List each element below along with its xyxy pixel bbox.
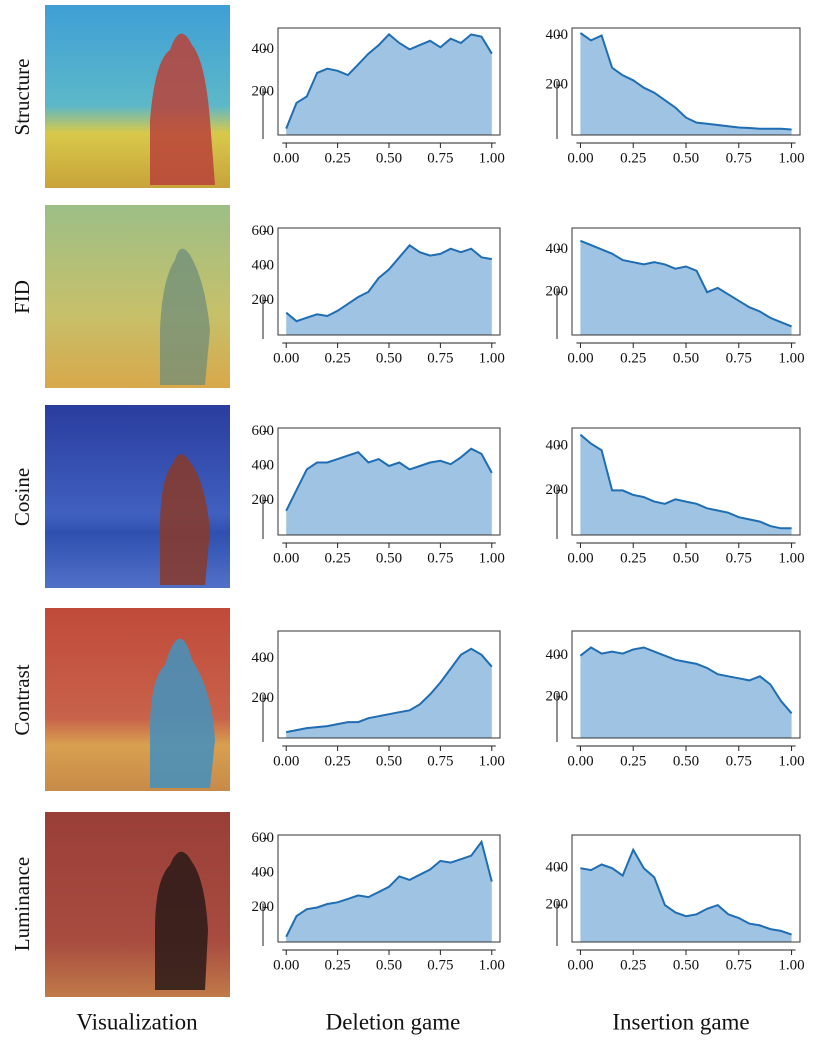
x-tick-label: 0.25 [324,150,350,166]
x-tick-label: 1.00 [778,753,804,769]
x-tick-label: 1.00 [479,150,505,166]
column-label: Insertion game [612,1009,749,1034]
area [580,435,791,535]
y-tick-label: 400 [546,241,569,257]
figure: Visualization Deletion game Insertion ga… [0,0,814,1040]
x-tick-label: 0.50 [376,350,402,366]
area [286,649,492,738]
y-tick-label: 400 [252,650,275,666]
x-tick-label: 0.00 [567,957,593,973]
x-tick-label: 0.75 [427,150,453,166]
row-label: Contrast [10,664,34,735]
x-tick-label: 0.00 [567,550,593,566]
x-tick-label: 0.25 [324,957,350,973]
x-tick-label: 0.00 [567,753,593,769]
x-tick-label: 0.50 [376,957,402,973]
y-tick-label: 600 [252,830,275,846]
y-tick-label: 400 [546,437,569,453]
area [286,245,492,335]
x-tick-label: 0.50 [673,350,699,366]
x-tick-label: 0.00 [273,550,299,566]
x-tick-label: 1.00 [778,550,804,566]
x-tick-label: 0.75 [726,550,752,566]
x-tick-label: 0.50 [673,957,699,973]
y-tick-label: 400 [546,27,569,43]
column-label: Deletion game [326,1009,461,1034]
x-tick-label: 0.50 [673,550,699,566]
area [580,241,791,335]
x-tick-label: 0.50 [673,150,699,166]
row-label: Cosine [10,468,34,526]
x-tick-label: 1.00 [479,753,505,769]
x-tick-label: 0.75 [427,753,453,769]
y-tick-label: 400 [546,860,569,876]
x-tick-label: 0.00 [273,957,299,973]
x-tick-label: 0.25 [620,350,646,366]
row-label: Structure [10,59,34,136]
x-tick-label: 1.00 [778,957,804,973]
area [580,850,791,942]
x-tick-label: 0.75 [726,150,752,166]
x-tick-label: 0.75 [427,957,453,973]
x-tick-label: 1.00 [479,550,505,566]
x-tick-label: 0.50 [376,550,402,566]
x-tick-label: 0.25 [324,753,350,769]
x-tick-label: 0.25 [324,350,350,366]
area [580,33,791,135]
y-tick-label: 400 [546,647,569,663]
x-tick-label: 0.00 [567,150,593,166]
y-tick-label: 400 [252,257,275,273]
row-label: FID [10,280,34,314]
x-tick-label: 0.75 [427,350,453,366]
x-tick-label: 0.00 [273,753,299,769]
x-tick-label: 0.25 [620,150,646,166]
y-tick-label: 600 [252,223,275,239]
y-tick-label: 600 [252,423,275,439]
x-tick-label: 0.50 [376,753,402,769]
x-tick-label: 0.00 [273,150,299,166]
x-tick-label: 0.50 [673,753,699,769]
x-tick-label: 1.00 [479,957,505,973]
x-tick-label: 0.75 [726,957,752,973]
x-tick-label: 0.75 [427,550,453,566]
y-tick-label: 400 [252,41,275,57]
x-tick-label: 0.25 [324,550,350,566]
heatmap-images [45,5,230,997]
x-tick-label: 0.75 [726,753,752,769]
x-tick-label: 1.00 [479,350,505,366]
column-label: Visualization [76,1009,198,1034]
x-tick-label: 0.00 [273,350,299,366]
area [286,34,492,135]
x-tick-label: 0.75 [726,350,752,366]
x-tick-label: 1.00 [778,350,804,366]
x-tick-label: 0.25 [620,957,646,973]
y-tick-label: 400 [252,457,275,473]
x-tick-label: 0.25 [620,550,646,566]
y-tick-label: 400 [252,864,275,880]
row-label: Luminance [10,857,34,951]
x-tick-label: 0.00 [567,350,593,366]
x-tick-label: 1.00 [778,150,804,166]
x-tick-label: 0.25 [620,753,646,769]
area [286,842,492,942]
x-tick-label: 0.50 [376,150,402,166]
